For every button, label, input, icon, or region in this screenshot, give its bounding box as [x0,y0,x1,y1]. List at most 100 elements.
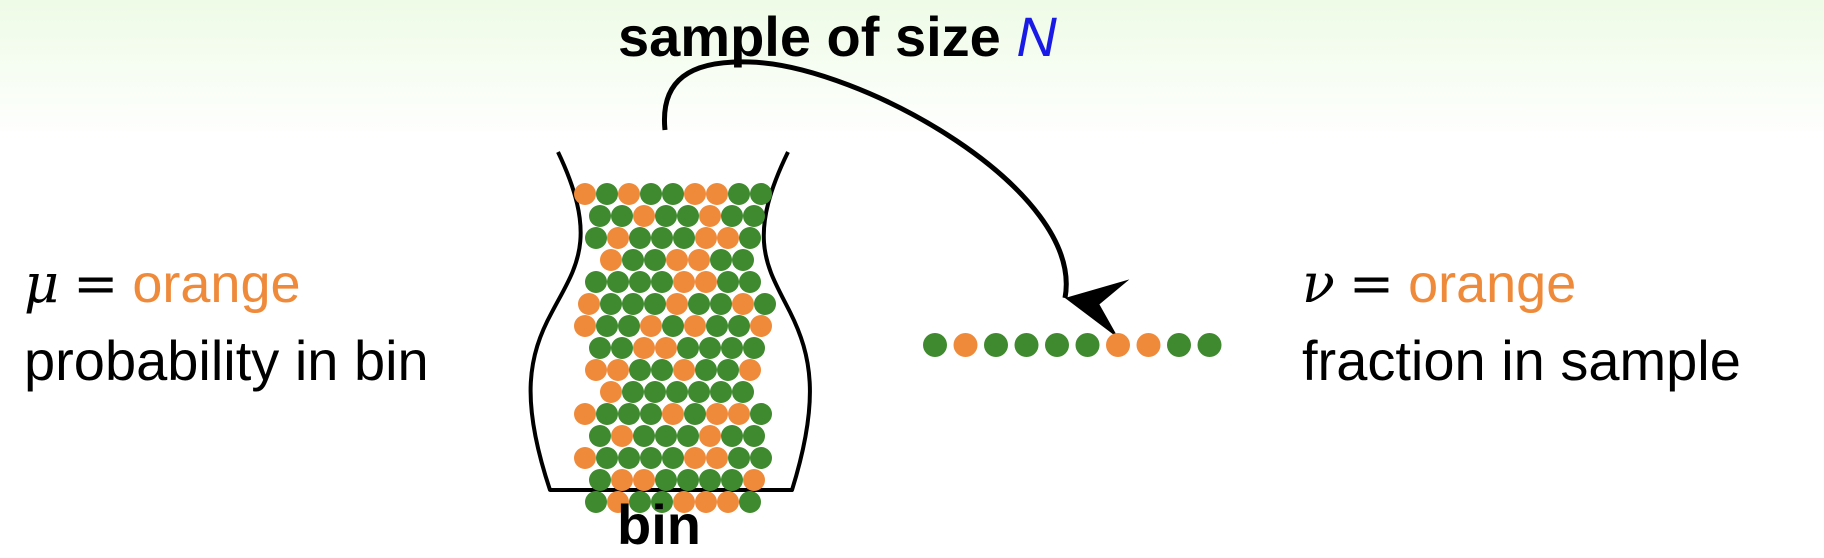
bin-ball [622,381,644,403]
bin-ball [618,183,640,205]
bin-ball [739,271,761,293]
bin-ball [618,315,640,337]
bin-ball [629,491,651,513]
bin-ball [655,425,677,447]
bin-ball [699,205,721,227]
bin-ball [629,271,651,293]
bin-ball [710,249,732,271]
bin-ball [688,249,710,271]
bin-ball [706,183,728,205]
bin-ball [607,491,629,513]
bin-ball [651,271,673,293]
bin-ball [699,469,721,491]
nu-symbol: ν [1302,252,1335,315]
bin-ball [640,315,662,337]
bin-ball [677,337,699,359]
bin-ball [644,381,666,403]
bin-ball [662,403,684,425]
bin-ball [677,469,699,491]
bin-ball [651,227,673,249]
bin-ball [699,337,721,359]
bin-ball [673,271,695,293]
bin-ball [640,403,662,425]
bin-ball [688,381,710,403]
bin-ball [717,359,739,381]
sample-ball [1106,333,1130,357]
bin-ball [695,491,717,513]
bin-ball [721,425,743,447]
bin-ball [673,491,695,513]
bin-ball [728,403,750,425]
bin-ball [607,271,629,293]
bin-ball [743,425,765,447]
bin-ball [673,227,695,249]
sample-ball [1045,333,1069,357]
bin-ball [611,337,633,359]
bin-ball [600,293,622,315]
bin-ball [666,293,688,315]
bin-ball [754,293,776,315]
nu-orange-word: orange [1408,254,1577,314]
nu-equals: = [1348,252,1395,315]
bin-ball [721,337,743,359]
bin-ball [695,227,717,249]
bin-ball [717,227,739,249]
bin-ball [655,469,677,491]
bin-ball [622,293,644,315]
bin-ball [611,205,633,227]
bin-ball [666,249,688,271]
bin-ball [732,381,754,403]
sample-ball [984,333,1008,357]
bin-ball [585,271,607,293]
bin-ball [677,425,699,447]
bin-ball [655,205,677,227]
bin-ball [673,359,695,381]
bin-ball [589,205,611,227]
bin-ball [574,403,596,425]
bin-ball [717,491,739,513]
bin-ball [739,227,761,249]
bin-ball [651,359,673,381]
sample-ball [923,333,947,357]
bin-ball [574,183,596,205]
bin-ball [600,249,622,271]
bin-ball [589,337,611,359]
mu-orange-word: orange [132,254,301,314]
bin-ball [710,381,732,403]
bin-ball [684,447,706,469]
bin-ball [618,403,640,425]
diagram-title: sample of size N [618,4,1218,69]
bin-ball [732,293,754,315]
bin-ball [695,271,717,293]
bin-ball [640,183,662,205]
bin-ball [684,403,706,425]
mu-symbol: μ [24,252,60,315]
bin-outline [528,151,812,492]
bin-ball [721,205,743,227]
bin-ball [706,403,728,425]
nu-equation: ν = orange [1302,252,1576,315]
bin-ball [611,469,633,491]
sample-ball [1075,333,1100,357]
sample-ball [1014,333,1039,357]
bin-ball [684,183,706,205]
bin-ball [743,469,765,491]
bin-ball [633,425,655,447]
bin-ball [728,315,750,337]
bin-ball [589,469,611,491]
bin-ball [721,469,743,491]
bin-ball [611,425,633,447]
bin-ball [684,315,706,337]
title-text: sample of size [618,5,1017,68]
bin-ball [629,359,651,381]
bin-ball [750,315,772,337]
bin-ball [688,293,710,315]
sample-ball [953,333,978,357]
bin-ball [728,447,750,469]
bin-ball [644,293,666,315]
bin-ball [574,447,596,469]
bin-ball [651,491,673,513]
title-variable-n: N [1016,5,1057,68]
sample-balls [923,333,1222,357]
